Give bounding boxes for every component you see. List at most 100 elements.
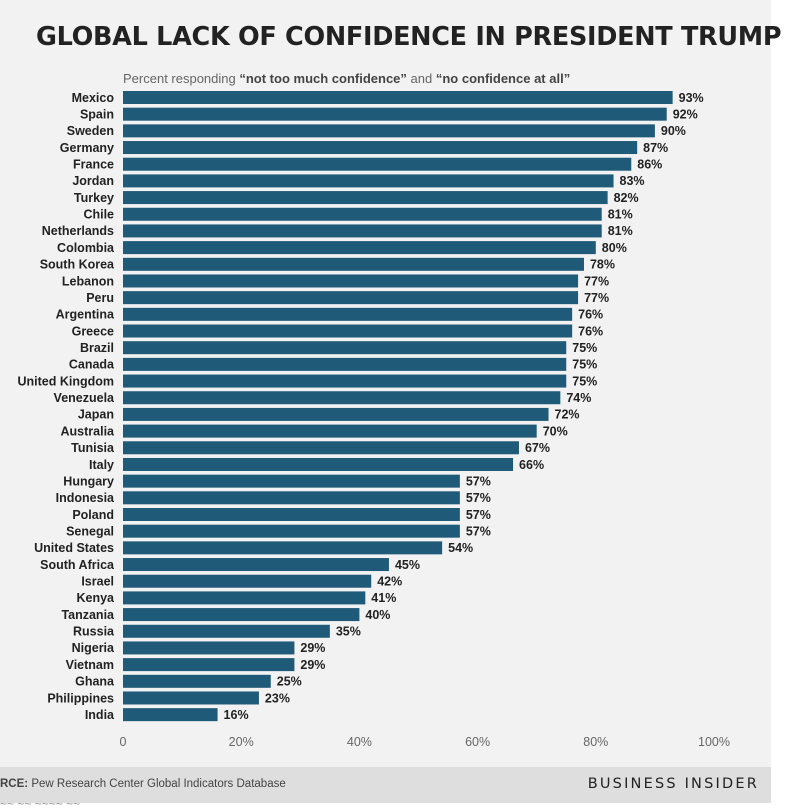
bar-vietnam — [123, 658, 295, 672]
category-label-argentina: Argentina — [56, 308, 115, 322]
category-label-indonesia: Indonesia — [56, 491, 115, 505]
value-label-venezuela: 74% — [566, 391, 591, 405]
value-label-united-kingdom: 75% — [572, 374, 597, 388]
category-label-nigeria: Nigeria — [72, 641, 115, 655]
bar-brazil — [123, 341, 567, 355]
value-label-chile: 81% — [608, 208, 633, 222]
bar-israel — [123, 574, 372, 588]
footer-bar: RCE: Pew Research Center Global Indicato… — [0, 767, 771, 803]
bar-chile — [123, 207, 602, 221]
bar-united-states — [123, 541, 443, 555]
category-label-greece: Greece — [72, 324, 114, 338]
chart-title: GLOBAL LACK OF CONFIDENCE IN PRESIDENT T… — [36, 22, 782, 52]
category-label-senegal: Senegal — [66, 524, 114, 538]
value-label-canada: 75% — [572, 358, 597, 372]
value-label-tunisia: 67% — [525, 441, 550, 455]
bar-south-korea — [123, 257, 584, 271]
category-label-tanzania: Tanzania — [61, 608, 115, 622]
bar-mexico — [123, 91, 673, 104]
bar-poland — [123, 508, 460, 521]
category-label-spain: Spain — [80, 107, 114, 121]
category-label-united-states: United States — [34, 541, 114, 555]
category-label-israel: Israel — [81, 575, 114, 589]
cut-off-caption: ~~ ~~ ~~~~ ~~ — [0, 803, 180, 811]
bar-tanzania — [123, 608, 360, 622]
chart-card: GLOBAL LACK OF CONFIDENCE IN PRESIDENT T… — [0, 0, 782, 767]
bar-russia — [123, 624, 330, 638]
category-label-netherlands: Netherlands — [42, 224, 114, 238]
value-label-turkey: 82% — [614, 191, 639, 205]
value-label-ghana: 25% — [277, 675, 302, 689]
category-label-venezuela: Venezuela — [54, 391, 115, 405]
value-label-israel: 42% — [377, 575, 402, 589]
category-label-chile: Chile — [83, 208, 114, 222]
bar-jordan — [123, 174, 614, 188]
value-label-hungary: 57% — [466, 474, 491, 488]
category-label-south-africa: South Africa — [40, 558, 115, 572]
subtitle-term-1: “not too much confidence” — [239, 71, 407, 86]
category-label-kenya: Kenya — [76, 591, 115, 605]
bar-indonesia — [123, 491, 460, 505]
category-label-mexico: Mexico — [72, 91, 115, 105]
subtitle-joiner: and — [406, 71, 436, 86]
category-label-philippines: Philippines — [47, 691, 114, 705]
chart-subtitle: Percent responding “not too much confide… — [123, 71, 570, 86]
value-label-senegal: 57% — [466, 524, 491, 538]
value-label-kenya: 41% — [371, 591, 396, 605]
value-label-poland: 57% — [466, 508, 491, 522]
category-label-japan: Japan — [78, 408, 114, 422]
value-label-indonesia: 57% — [466, 491, 491, 505]
bar-venezuela — [123, 391, 561, 405]
bar-australia — [123, 424, 537, 438]
bar-turkey — [123, 191, 608, 205]
bar-chart: Mexico 93% Spain 92% Sweden 90% Germany 87% Fran… — [17, 91, 730, 749]
x-tick-label-20: 20% — [229, 735, 254, 749]
x-tick-label-80: 80% — [583, 735, 608, 749]
brand-logo: BUSINESS INSIDER — [587, 776, 759, 792]
value-label-jordan: 83% — [620, 174, 645, 188]
source-text: Pew Research Center Global Indicators Da… — [28, 778, 286, 790]
category-label-germany: Germany — [60, 141, 114, 155]
bar-ghana — [123, 674, 271, 688]
cut-off-text: ~~ ~~ ~~~~ ~~ — [0, 803, 81, 811]
bar-spain — [123, 107, 667, 121]
category-label-jordan: Jordan — [72, 174, 114, 188]
category-label-colombia: Colombia — [57, 241, 115, 255]
value-label-australia: 70% — [543, 424, 568, 438]
x-tick-label-40: 40% — [347, 735, 372, 749]
category-label-russia: Russia — [73, 625, 115, 639]
bar-hungary — [123, 474, 460, 488]
category-label-south-korea: South Korea — [40, 258, 115, 272]
value-label-sweden: 90% — [661, 124, 686, 138]
category-label-sweden: Sweden — [67, 124, 114, 138]
value-label-vietnam: 29% — [300, 658, 325, 672]
source-note: RCE: Pew Research Center Global Indicato… — [0, 778, 286, 790]
category-label-france: France — [73, 158, 114, 172]
category-label-poland: Poland — [72, 508, 114, 522]
bar-argentina — [123, 307, 573, 321]
bar-sweden — [123, 124, 655, 138]
bar-colombia — [123, 241, 596, 255]
value-label-nigeria: 29% — [300, 641, 325, 655]
bar-india — [123, 708, 218, 722]
value-label-italy: 66% — [519, 458, 544, 472]
subtitle-prefix: Percent responding — [123, 71, 240, 86]
bar-philippines — [123, 691, 259, 705]
category-label-ghana: Ghana — [75, 675, 115, 689]
value-label-germany: 87% — [643, 141, 668, 155]
value-label-greece: 76% — [578, 324, 603, 338]
bar-italy — [123, 457, 514, 471]
category-label-peru: Peru — [86, 291, 114, 305]
value-label-spain: 92% — [673, 107, 698, 121]
bar-netherlands — [123, 224, 602, 238]
value-label-russia: 35% — [336, 625, 361, 639]
value-label-lebanon: 77% — [584, 274, 609, 288]
bar-peru — [123, 291, 579, 305]
bar-germany — [123, 141, 638, 155]
bar-canada — [123, 357, 567, 371]
category-label-turkey: Turkey — [74, 191, 114, 205]
category-label-united-kingdom: United Kingdom — [17, 374, 114, 388]
category-label-lebanon: Lebanon — [62, 274, 114, 288]
value-label-south-korea: 78% — [590, 258, 615, 272]
value-label-philippines: 23% — [265, 691, 290, 705]
